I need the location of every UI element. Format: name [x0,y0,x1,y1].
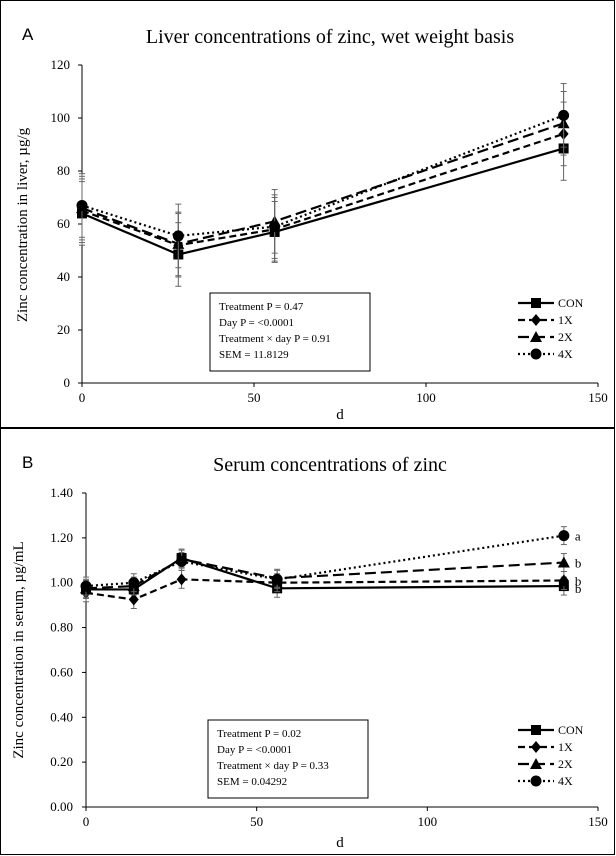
data-point [558,530,570,542]
legend-label: 2X [558,330,573,344]
data-point [557,556,570,568]
series-line [81,147,564,256]
legend-item-con: CON [518,296,584,310]
data-point [271,573,283,585]
x-tick-label: 100 [418,814,438,829]
y-tick-label: 0 [64,375,71,390]
series-4x [80,526,570,596]
y-tick-label: 120 [51,57,71,72]
legend-marker [530,758,542,769]
legend-label: CON [558,723,584,737]
x-tick-label: 50 [248,390,261,405]
y-tick-label: 0.80 [50,620,73,635]
legend-item-1x: 1X [518,740,573,754]
data-point [558,109,570,121]
panel-b-stats-box: Treatment P = 0.02 Day P = <0.0001 Treat… [207,719,369,799]
y-tick-label: 20 [57,322,70,337]
series-line [81,114,564,238]
legend-marker [531,314,541,326]
legend-marker [531,725,541,735]
panel-b-y-label: Zinc concentration in serum, µg/mL [11,541,27,758]
panel-a-plot: 0 50 100 150 0 20 40 60 80 100 120 [51,57,608,405]
series-4x [76,83,570,269]
stats-day: Day P = <0.0001 [217,744,292,756]
panel-a-x-label: d [336,407,344,423]
x-tick-label: 150 [588,390,608,405]
y-tick-label: 0.60 [50,664,73,679]
x-tick-label: 50 [250,814,263,829]
panel-a-label: A [22,25,34,44]
y-tick-label: 0.20 [50,754,73,769]
series-line [81,122,564,246]
stats-sem: SEM = 0.04292 [217,776,287,788]
stats-interaction: Treatment × day P = 0.91 [219,333,331,345]
legend-item-4x: 4X [518,774,573,788]
panel-b-title: Serum concentrations of zinc [213,454,447,476]
legend-marker [530,348,542,360]
stats-day: Day P = <0.0001 [219,317,294,329]
legend-label: CON [558,296,584,310]
legend-item-1x: 1X [518,313,573,327]
legend-marker [531,298,541,308]
panel-b-legend: CON 1X 2X 4X [518,723,584,788]
y-tick-label: 1.20 [50,530,73,545]
data-point [176,555,188,567]
data-point [172,230,184,242]
panel-b-plot: 0 50 100 150 0.00 0.20 0.40 0.60 0.80 1.00 1.20 1.4… [50,485,608,829]
legend-label: 1X [558,740,573,754]
stats-sem: SEM = 11.8129 [219,349,289,361]
significance-letter: b [575,581,582,596]
legend-item-4x: 4X [518,347,573,361]
legend-label: 4X [558,774,573,788]
stats-treatment: Treatment P = 0.47 [219,301,304,313]
panel-a-title: Liver concentrations of zinc, wet weight… [146,26,514,48]
data-point [80,580,92,592]
x-tick-label: 150 [588,814,608,829]
y-tick-label: 0.00 [50,799,73,814]
significance-letter: a [575,529,581,544]
panel-a-legend: CON 1X 2X 4X [518,296,584,361]
legend-label: 4X [558,347,573,361]
panel-a-y-label: Zinc concentration in liver, µg/g [15,127,31,322]
data-point [269,221,281,233]
significance-letter: b [575,556,582,571]
y-tick-label: 1.00 [50,575,73,590]
legend-marker [531,741,541,753]
legend-item-2x: 2X [518,330,573,344]
y-tick-label: 1.40 [50,485,73,500]
y-tick-label: 80 [57,163,70,178]
data-point [76,199,88,211]
data-point [558,574,569,587]
legend-item-con: CON [518,723,584,737]
legend-label: 2X [558,757,573,771]
legend-marker [530,775,542,787]
stats-box-frame [207,719,369,799]
significance-letter: b [575,573,582,588]
x-tick-label: 0 [79,390,86,405]
y-tick-label: 40 [57,269,70,284]
stats-treatment: Treatment P = 0.02 [217,728,301,740]
legend-label: 1X [558,313,573,327]
series-line [81,132,564,247]
legend-item-2x: 2X [518,757,573,771]
stats-interaction: Treatment × day P = 0.33 [217,760,329,772]
data-point [128,577,140,589]
legend-marker [530,331,542,342]
stats-box-frame [209,292,371,372]
y-tick-label: 0.40 [50,709,73,724]
x-tick-label: 0 [83,814,90,829]
data-point [128,593,139,606]
panel-a-stats-box: Treatment P = 0.47 Day P = <0.0001 Treat… [209,292,371,372]
panel-b-x-label: d [336,835,344,851]
data-point [176,573,187,586]
x-tick-label: 100 [416,390,436,405]
panel-b-label: B [22,453,33,472]
y-tick-label: 60 [57,216,70,231]
y-tick-label: 100 [51,110,71,125]
